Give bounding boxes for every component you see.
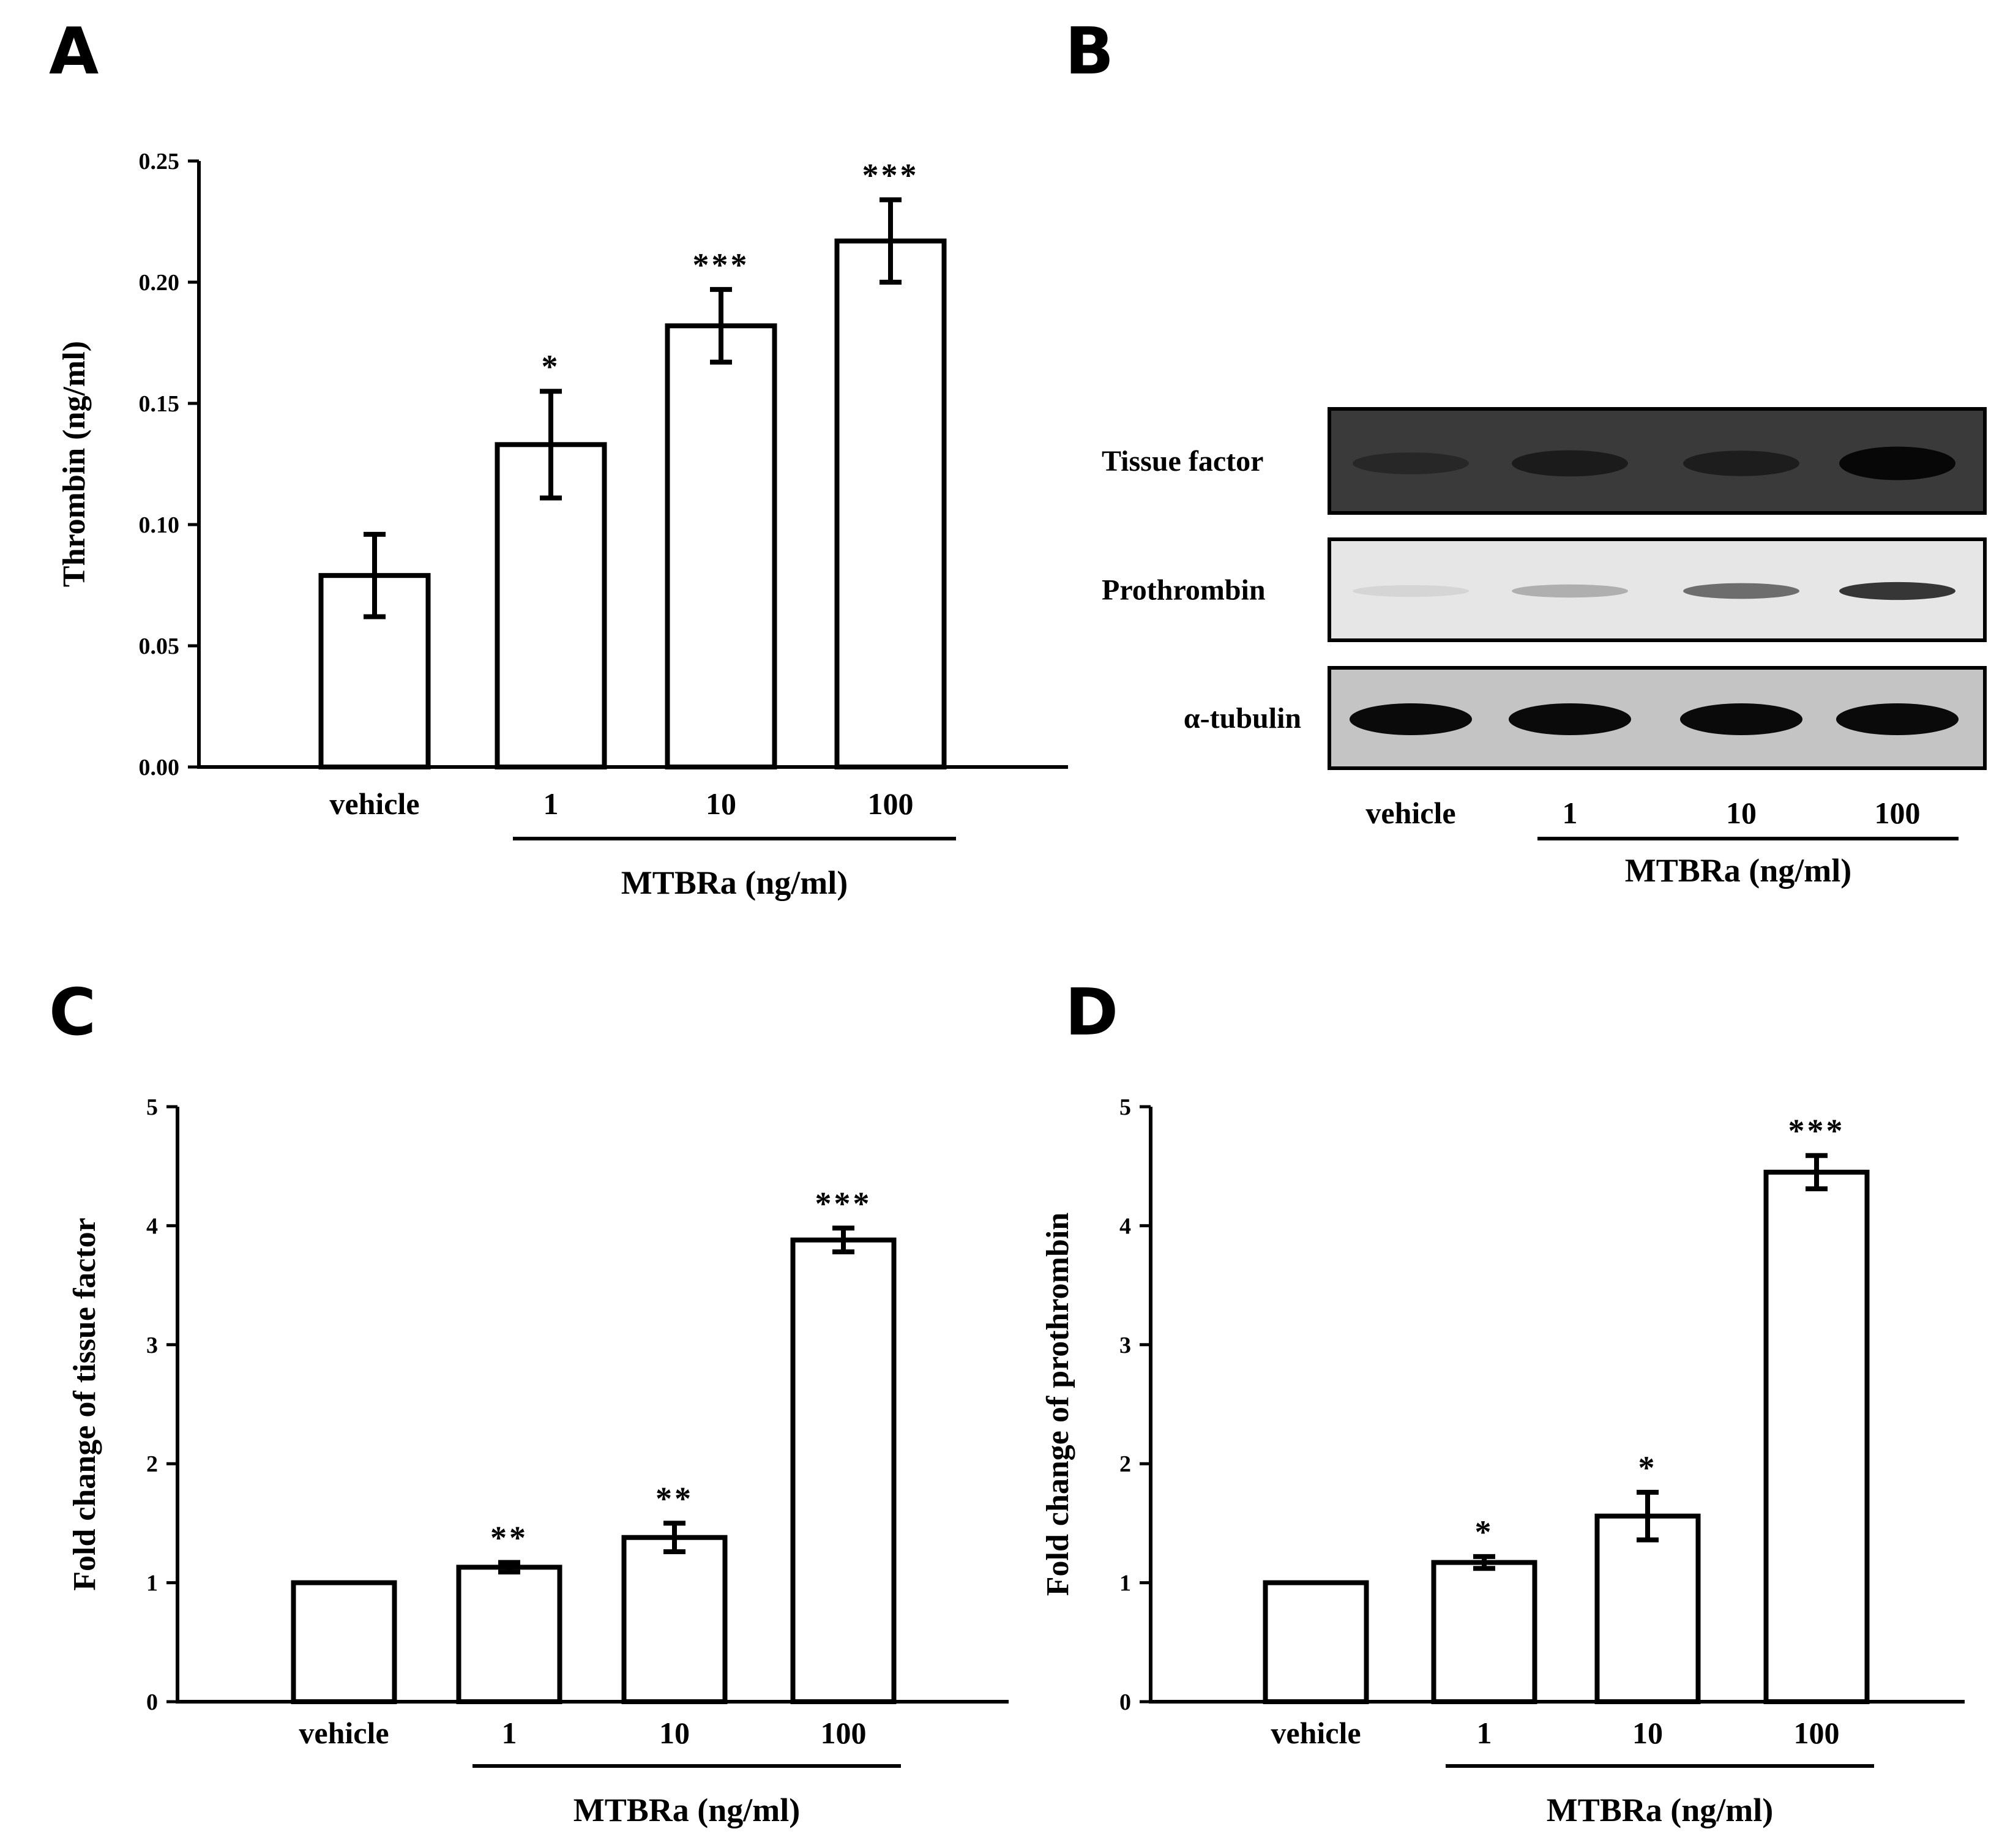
x-tick-label: 10 <box>659 1716 690 1750</box>
blot-band <box>1512 584 1628 598</box>
significance-label: *** <box>693 247 750 283</box>
bar <box>621 1535 728 1705</box>
bar <box>1594 1513 1701 1705</box>
y-tick-label: 0.10 <box>139 512 180 538</box>
blot-band <box>1839 582 1955 600</box>
x-tick-label: 1 <box>543 787 559 821</box>
significance-label: * <box>1638 1450 1657 1486</box>
y-axis-label: Fold change of prothrombin <box>1040 1213 1075 1596</box>
blot-band <box>1353 452 1469 474</box>
blot-band <box>1512 450 1628 477</box>
x-tick-label: 100 <box>868 787 914 821</box>
blot-band <box>1353 585 1469 597</box>
x-tick-label: vehicle <box>1271 1716 1361 1750</box>
y-tick-label: 4 <box>1119 1213 1131 1239</box>
blot-strip <box>1328 537 1987 642</box>
blot-lane-label: 10 <box>1726 796 1757 830</box>
bar <box>1431 1560 1537 1704</box>
y-tick-label: 2 <box>146 1451 158 1477</box>
panel-letter-c: C <box>49 975 96 1050</box>
y-tick-label: 0.25 <box>139 149 180 174</box>
y-axis-label: Thrombin (ng/ml) <box>57 341 92 587</box>
x-tick-label: 1 <box>502 1716 517 1750</box>
blot-band <box>1683 451 1799 476</box>
bar <box>665 323 777 769</box>
panel-letter-b: B <box>1065 14 1114 89</box>
y-tick-label: 0.00 <box>139 755 180 780</box>
y-tick-label: 5 <box>146 1094 158 1120</box>
blot-x-axis-label: MTBRa (ng/ml) <box>1625 852 1852 889</box>
significance-label: ** <box>656 1480 693 1517</box>
blot-row-label: Tissue factor <box>1102 445 1263 477</box>
bar <box>790 1237 897 1704</box>
y-tick-label: 5 <box>1119 1094 1131 1120</box>
significance-label: * <box>1475 1514 1494 1551</box>
x-tick-label: 100 <box>821 1716 867 1750</box>
bar <box>834 238 947 769</box>
y-tick-label: 0.20 <box>139 270 180 296</box>
bar <box>456 1565 562 1704</box>
y-axis-label: Fold change of tissue factor <box>67 1218 102 1590</box>
y-tick-label: 3 <box>1119 1333 1131 1358</box>
blot-lane-label: vehicle <box>1365 796 1455 830</box>
significance-label: * <box>542 348 561 385</box>
x-axis-label: MTBRa (ng/ml) <box>573 1792 801 1828</box>
y-tick-label: 2 <box>1119 1451 1131 1477</box>
y-tick-label: 1 <box>1119 1571 1131 1596</box>
chart-panel-d: 0 1 2 3 4 5 Fold change of prothrombin vehicle *… <box>1040 1094 1965 1828</box>
western-blot-panel-b: Tissue factor Prothrombin α-tubulin vehicle… <box>1102 407 1987 889</box>
bar <box>291 1580 397 1705</box>
chart-panel-c: 0 1 2 3 4 5 Fold change of tissue factor vehicl… <box>67 1094 1009 1828</box>
blot-band <box>1839 446 1955 481</box>
blot-band <box>1350 703 1472 735</box>
panel-letter-d: D <box>1065 975 1118 1050</box>
significance-label: *** <box>815 1185 872 1222</box>
x-axis-label: MTBRa (ng/ml) <box>621 864 848 901</box>
blot-band <box>1836 703 1959 735</box>
y-tick-label: 1 <box>146 1571 158 1596</box>
blot-row-label: α-tubulin <box>1184 702 1301 735</box>
y-tick-label: 0.05 <box>139 634 180 659</box>
blot-lane-label: 1 <box>1563 796 1578 830</box>
chart-panel-a: 0.00 0.05 0.10 0.15 0.20 0.25 Thrombin (ng/ml)… <box>57 149 1068 901</box>
bar <box>1263 1580 1369 1705</box>
x-tick-label: 1 <box>1477 1716 1492 1750</box>
x-tick-label: 10 <box>1632 1716 1663 1750</box>
x-tick-label: vehicle <box>329 787 419 821</box>
y-tick-label: 0 <box>1119 1689 1131 1715</box>
panel-letter-a: A <box>49 14 99 89</box>
blot-row-label: Prothrombin <box>1102 574 1266 607</box>
y-tick-label: 0.15 <box>139 391 180 417</box>
y-tick-label: 3 <box>146 1333 158 1358</box>
blot-band <box>1509 703 1631 735</box>
x-tick-label: 10 <box>706 787 736 821</box>
blot-lane-label: 100 <box>1875 796 1921 830</box>
x-axis-label: MTBRa (ng/ml) <box>1547 1792 1774 1828</box>
y-tick-label: 4 <box>146 1213 158 1239</box>
blot-band <box>1683 583 1799 599</box>
significance-label: ** <box>490 1520 528 1557</box>
blot-band <box>1680 703 1802 735</box>
significance-label: *** <box>1788 1113 1845 1150</box>
x-tick-label: 100 <box>1794 1716 1840 1750</box>
bar <box>1763 1169 1870 1705</box>
x-tick-label: vehicle <box>299 1716 389 1750</box>
y-tick-label: 0 <box>146 1689 158 1715</box>
significance-label: *** <box>862 157 919 193</box>
